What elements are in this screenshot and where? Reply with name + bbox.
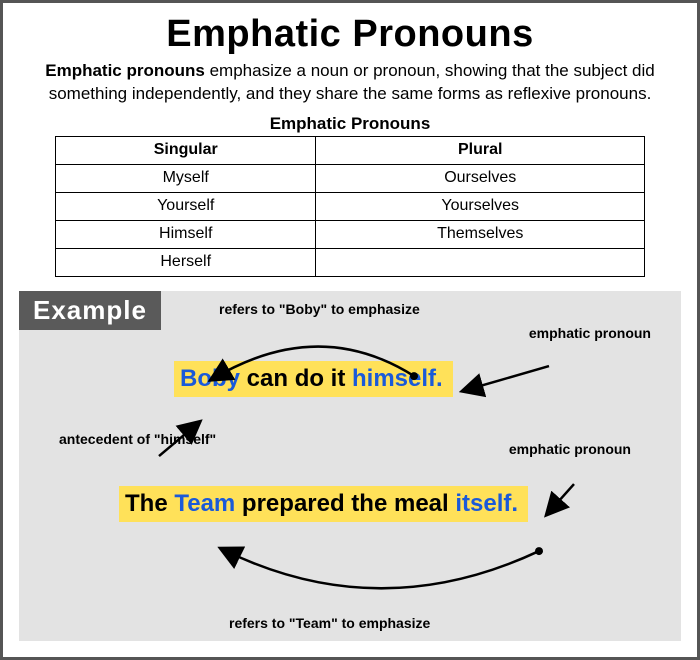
page-frame: Emphatic Pronouns Emphatic pronouns emph… <box>0 0 700 660</box>
cell: Yourselves <box>316 192 645 220</box>
s2-pronoun: itself. <box>455 490 518 517</box>
example-label: Example <box>19 291 161 330</box>
page-title: Emphatic Pronouns <box>19 13 681 56</box>
table-row: Herself <box>56 248 645 276</box>
cell <box>316 248 645 276</box>
cell: Themselves <box>316 220 645 248</box>
intro-text: Emphatic pronouns emphasize a noun or pr… <box>19 60 681 106</box>
s2-pre: The <box>125 490 174 517</box>
arrow-overlay <box>19 291 681 641</box>
sentence-1: Boby can do it himself. <box>174 361 453 397</box>
cell: Ourselves <box>316 164 645 192</box>
annot-top-right: emphatic pronoun <box>529 325 651 341</box>
table-row: Myself Ourselves <box>56 164 645 192</box>
pronoun-table: Singular Plural Myself Ourselves Yoursel… <box>55 136 645 277</box>
example-panel: Example refers to "Boby" to emphasize em… <box>19 291 681 641</box>
annot-bottom-arc: refers to "Team" to emphasize <box>229 615 430 631</box>
table-header-row: Singular Plural <box>56 136 645 164</box>
col-plural: Plural <box>316 136 645 164</box>
table-row: Himself Themselves <box>56 220 645 248</box>
s2-mid: prepared the meal <box>235 490 455 517</box>
col-singular: Singular <box>56 136 316 164</box>
cell: Yourself <box>56 192 316 220</box>
s1-subject: Boby <box>180 365 240 392</box>
s1-mid: can do it <box>240 365 352 392</box>
table-row: Yourself Yourselves <box>56 192 645 220</box>
cell: Herself <box>56 248 316 276</box>
intro-bold: Emphatic pronouns <box>45 61 205 80</box>
table-caption: Emphatic Pronouns <box>19 114 681 134</box>
sentence-2: The Team prepared the meal itself. <box>119 486 528 522</box>
s1-pronoun: himself. <box>352 365 443 392</box>
annot-right-mid: emphatic pronoun <box>509 441 631 457</box>
s2-subject: Team <box>174 490 235 517</box>
annot-top-arc: refers to "Boby" to emphasize <box>219 301 420 317</box>
cell: Himself <box>56 220 316 248</box>
annot-left-mid: antecedent of "himself" <box>59 431 216 447</box>
cell: Myself <box>56 164 316 192</box>
